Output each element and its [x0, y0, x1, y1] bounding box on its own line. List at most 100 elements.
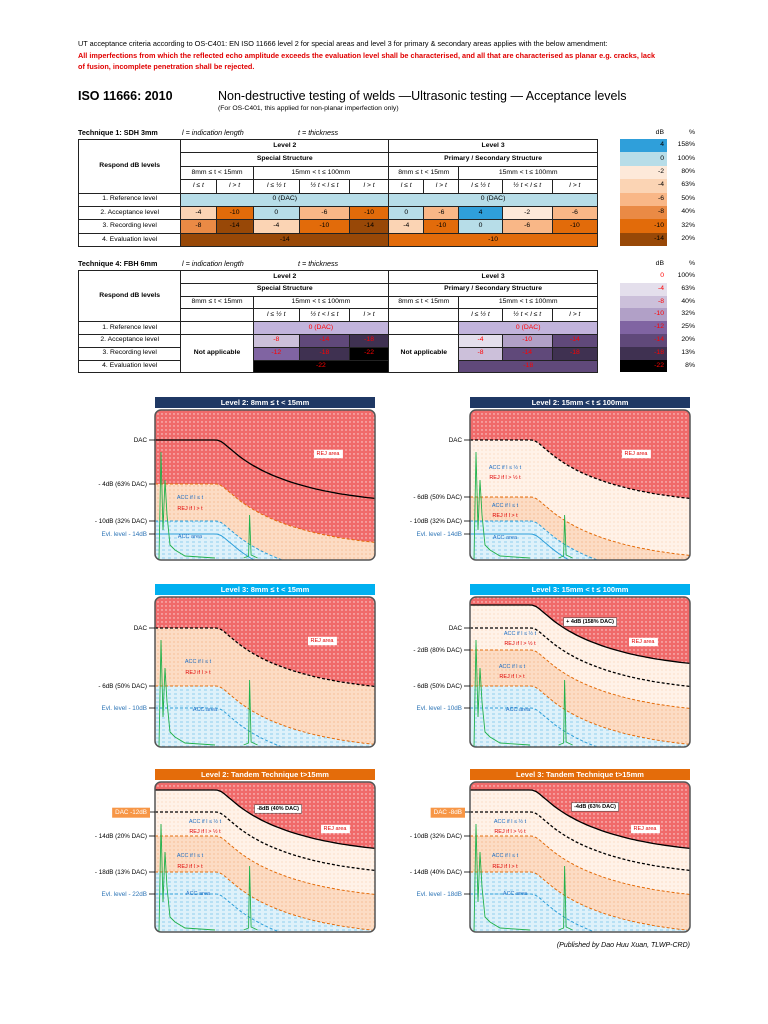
level-label: Evl. level - 22dB — [102, 891, 148, 898]
level-curve — [470, 789, 690, 850]
scale-cell: -12 — [620, 321, 667, 334]
table-cell: 1. Reference level — [77, 321, 182, 335]
table-cell — [180, 308, 254, 323]
area-label: REJ if l > ½ t — [189, 828, 221, 835]
band-region — [470, 836, 690, 931]
table-cell: Special Structure — [180, 282, 390, 297]
scale-cell: 80% — [681, 168, 695, 176]
level-label: - 18dB (13% DAC) — [95, 869, 147, 876]
scale-row: -6 50% — [620, 192, 698, 206]
area-label: REJ if l > t — [492, 513, 518, 519]
level-label: DAC — [449, 437, 463, 444]
area-label: ACC area — [506, 707, 531, 713]
scale-cell: 63% — [681, 284, 695, 292]
area-label-box — [321, 824, 350, 834]
band-region — [470, 650, 690, 745]
note: l = indication length — [182, 259, 244, 268]
scale-row: 4 158% — [620, 139, 698, 153]
scale-row: 0 100% — [620, 270, 698, 283]
level-label: DAC -12dB — [115, 809, 147, 816]
area-label: REJ if l > ½ t — [494, 828, 526, 835]
table-cell: -22 — [252, 359, 390, 374]
table-cell: -18 — [298, 346, 351, 361]
level-label: - 2dB (80% DAC) — [413, 647, 462, 654]
title-bar — [155, 397, 375, 408]
table-cell: Not applicable — [388, 333, 460, 374]
table-cell: 8mm ≤ t < 15mm — [180, 165, 254, 181]
table-cell: -10 — [501, 333, 553, 348]
table-cell: -6 — [423, 205, 460, 221]
table-cell: l ≤ t — [180, 179, 217, 194]
band-region — [155, 628, 375, 745]
note: t = thickness — [298, 128, 339, 137]
scale-cell: -2 — [620, 165, 667, 180]
table-cell: Special Structure — [180, 152, 390, 167]
scale-cell: 100% — [677, 154, 695, 162]
level-curve — [155, 707, 375, 747]
diagram: Level 2: 15mm < t ≤ 100mm DAC - 6dB (50% D… — [410, 397, 691, 561]
level-curve — [470, 604, 690, 665]
table-cell: -6 — [551, 205, 599, 221]
echo-signal — [243, 514, 258, 559]
table-cell: -8 — [458, 346, 503, 361]
area-label-box — [629, 637, 658, 647]
echo-signal — [158, 823, 216, 932]
technique: Technique 4: FBH 6mm — [78, 259, 158, 268]
table-cell: Respond dB levels — [77, 269, 182, 323]
table-cell: l > t — [551, 308, 599, 323]
scale-row: -12 25% — [620, 321, 698, 334]
level-label: - 4dB (63% DAC) — [98, 481, 147, 488]
table-cell: l ≤ ½ t — [458, 179, 503, 194]
scale-cell: 0 — [620, 152, 667, 166]
table-cell: -4 — [180, 205, 217, 221]
table-cell: 0 (DAC) — [180, 192, 390, 207]
diagram-title: Level 3: Tandem Technique t>15mm — [516, 770, 644, 779]
level-label: Evl. level - 10dB — [102, 705, 148, 712]
acceptance-table: Respond dB levels Level 2 Level 3 Special … — [77, 269, 599, 374]
scale-cell: -14 — [620, 232, 667, 247]
title-bar — [155, 584, 375, 595]
band-region — [155, 836, 375, 931]
scale-cell: -4 — [620, 282, 667, 296]
table-cell: -14 — [180, 232, 390, 248]
table-cell: -2 — [501, 205, 553, 221]
scale-cell: 8% — [685, 361, 695, 369]
table-cell: -12 — [252, 346, 300, 361]
level-curve — [470, 533, 690, 560]
table-cell: Respond dB levels — [77, 139, 182, 194]
scale-row: -14 20% — [620, 333, 698, 347]
table-cell: ½ t < l ≤ t — [298, 308, 351, 323]
area-label: ACC area — [186, 891, 211, 897]
level-curve — [470, 439, 690, 500]
scale-cell: 40% — [681, 208, 695, 216]
band-region — [470, 497, 690, 560]
scale-cell: 40% — [681, 297, 695, 305]
note: t = thickness — [298, 259, 339, 268]
scale-cell: -8 — [620, 295, 667, 309]
level-curve — [470, 520, 690, 560]
table-cell: -4 — [388, 219, 425, 234]
table-cell: -10 — [423, 219, 460, 234]
area-label: ACC if l ≤ ½ t — [504, 630, 537, 637]
scale-cell: 50% — [681, 194, 695, 202]
level-box — [430, 807, 465, 818]
table-cell: -8 — [252, 333, 300, 348]
amendment: All imperfections from which the reflect… — [78, 51, 656, 71]
level-curve — [470, 496, 690, 556]
level-curve — [470, 893, 690, 932]
level-curve — [470, 871, 690, 931]
level-label: Evl. level - 18dB — [417, 891, 463, 898]
scale-cell: 32% — [681, 310, 695, 318]
scale-cell: -6 — [620, 192, 667, 206]
level-curve — [470, 811, 690, 872]
area-label: ACC area — [503, 891, 528, 897]
area-label: ACC area — [178, 534, 203, 540]
scale-row: -8 40% — [620, 205, 698, 220]
band-region — [470, 605, 690, 709]
table-cell: -14 — [349, 219, 390, 234]
band-region — [470, 440, 690, 556]
level-curve — [470, 707, 690, 747]
level-curve — [155, 520, 375, 560]
